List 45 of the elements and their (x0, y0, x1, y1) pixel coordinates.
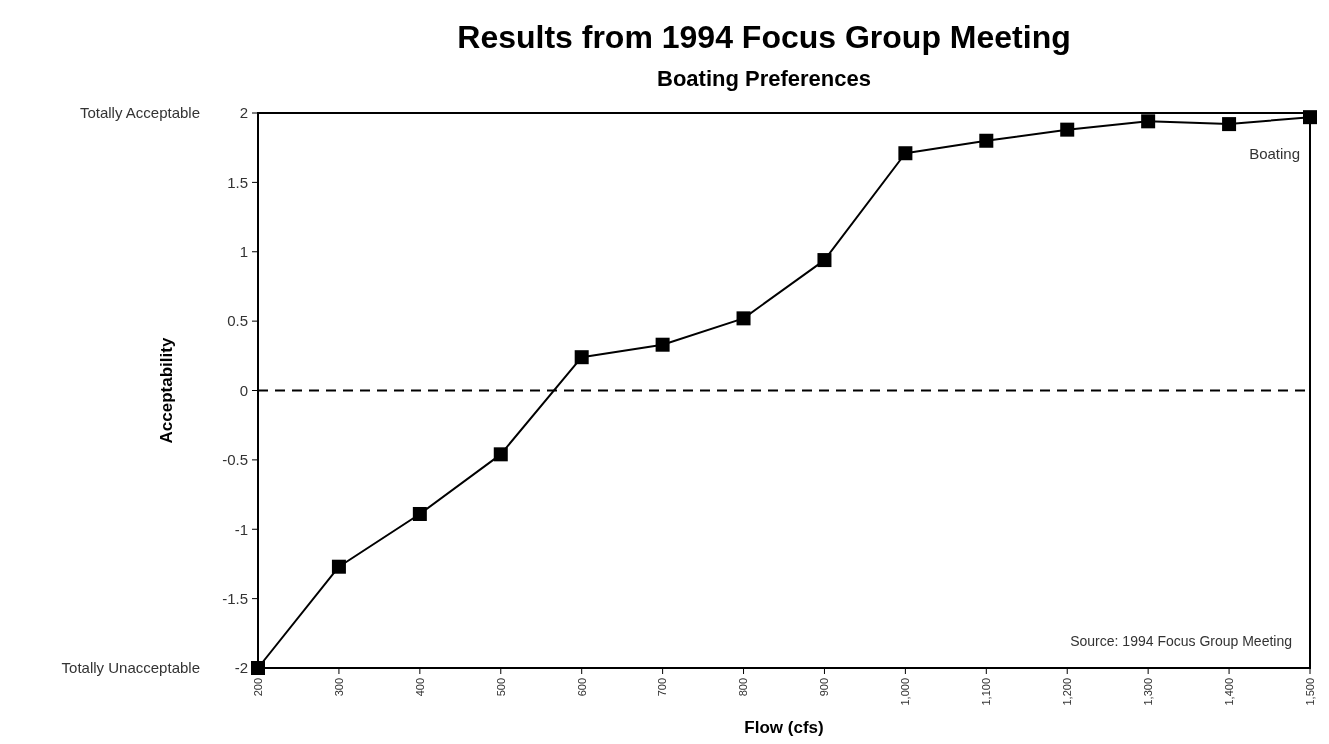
point (979, 133, 994, 148)
series-label: Boating (1249, 145, 1300, 163)
x-axis-title: Flow (cfs) (744, 718, 824, 737)
point (655, 337, 670, 352)
x-tick-label: 1,000 (899, 678, 912, 706)
point (412, 506, 427, 521)
y-tick-label: 1.5 (227, 173, 248, 191)
x-tick-label: 200 (251, 678, 264, 697)
y-tick-label: 0.5 (227, 312, 248, 330)
x-tick-label: 1,300 (1142, 678, 1154, 706)
x-tick-label: 900 (818, 678, 831, 697)
point (1303, 110, 1317, 125)
x-tick-label: 700 (656, 678, 669, 697)
point (1222, 117, 1237, 132)
annotation: Source: 1994 Focus Group Meeting (1070, 633, 1292, 649)
x-tick-label: 300 (332, 678, 345, 697)
x-tick-label: 600 (575, 678, 588, 697)
point (574, 350, 589, 365)
y-tick-label: -0.5 (222, 451, 248, 469)
y-tick-label: -1.5 (222, 589, 248, 607)
y-tick-label: 1 (239, 243, 248, 260)
x-tick-label: 1,500 (1303, 678, 1316, 706)
text: Totally Unacceptable (61, 659, 200, 677)
x-tick-label: 800 (737, 678, 750, 697)
point (493, 447, 508, 462)
y-tick-label: -1 (234, 520, 248, 538)
point (251, 661, 265, 675)
x-tick-label: 1,200 (1061, 678, 1074, 706)
y-tick-label: 0 (239, 381, 248, 399)
chart-title: Results from 1994 Focus Group Meeting (457, 19, 1071, 55)
point (1141, 114, 1156, 129)
text: Totally Acceptable (79, 104, 200, 122)
x-tick-label: 1,400 (1222, 678, 1235, 706)
y-axis-title: Acceptability (157, 337, 176, 444)
x-tick-label: 500 (494, 678, 507, 697)
x-tick-label: 400 (413, 678, 426, 697)
point (1060, 122, 1075, 137)
point (331, 559, 346, 574)
chart-subtitle: Boating Preferences (657, 66, 871, 91)
point (817, 253, 832, 268)
y-tick-label: 2 (239, 104, 248, 122)
point (736, 311, 751, 326)
y-tick-label: -2 (234, 659, 248, 677)
point (898, 146, 913, 161)
x-tick-label: 1,100 (980, 678, 993, 706)
